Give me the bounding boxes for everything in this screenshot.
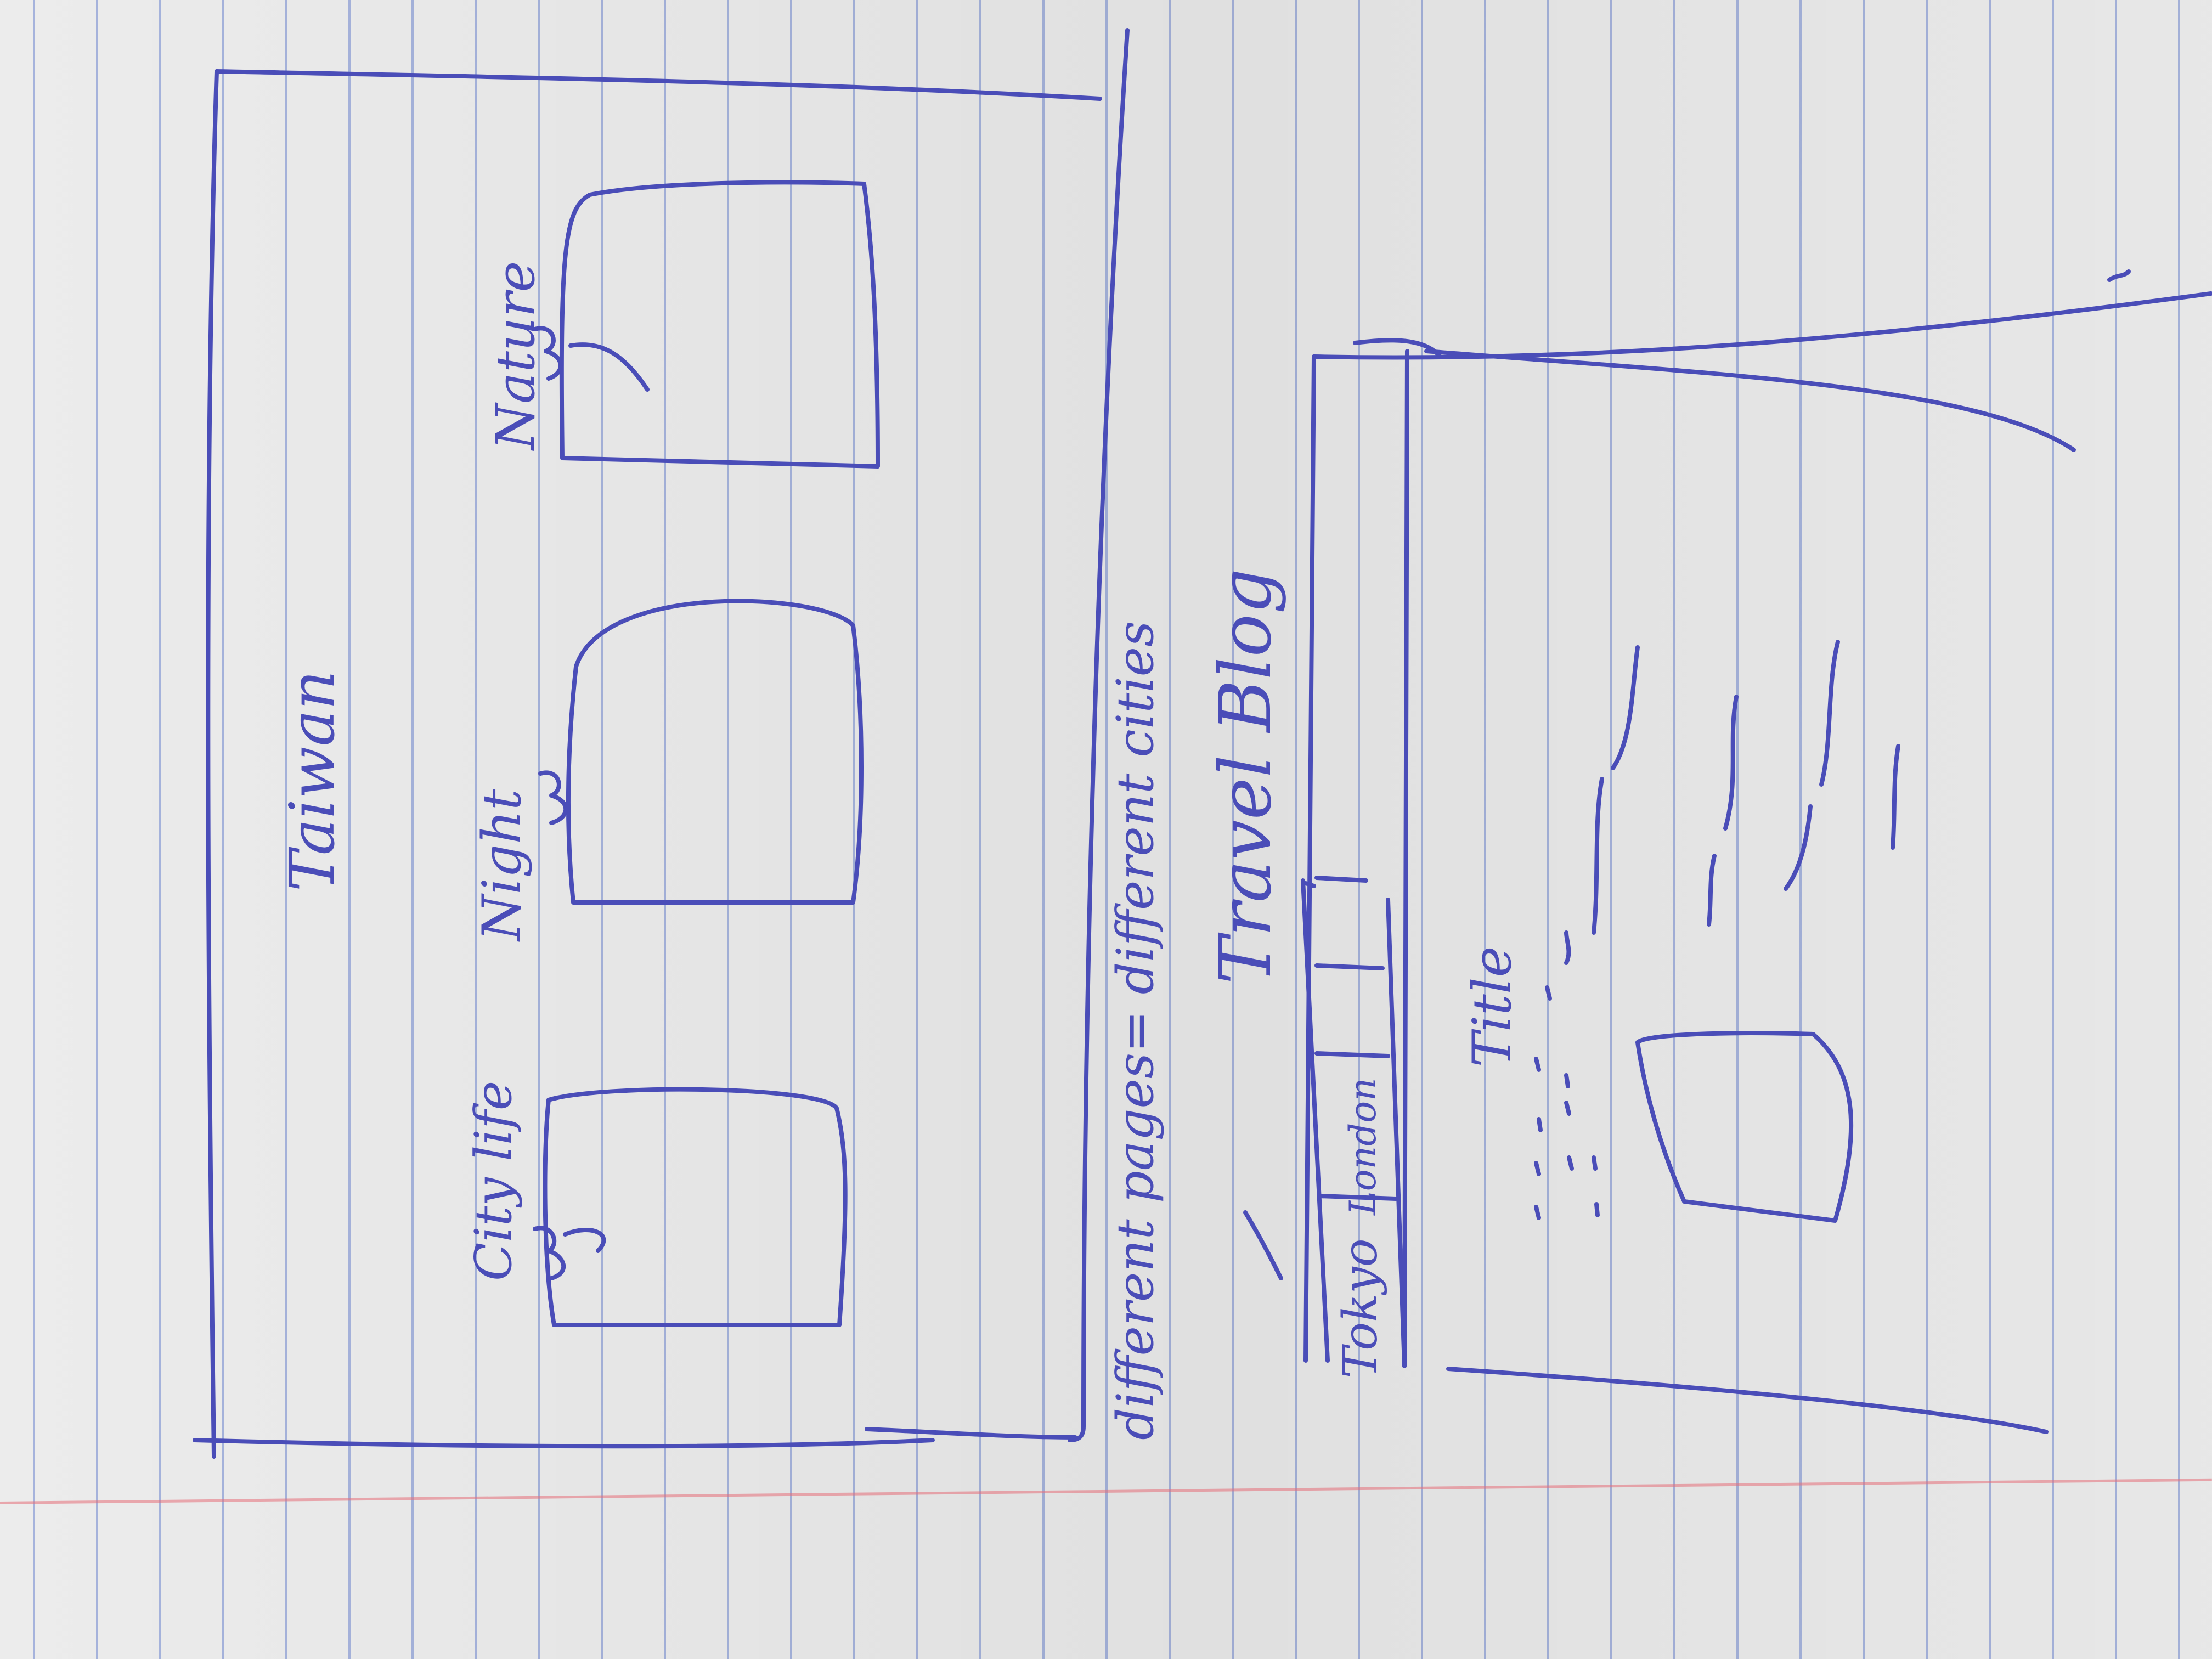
blog-frame-top-curve bbox=[1424, 349, 2076, 452]
night-image-box bbox=[566, 599, 864, 905]
city-life-label: City life bbox=[464, 1080, 523, 1281]
blog-frame-left bbox=[1304, 354, 1316, 1363]
text-squiggle-5 bbox=[1723, 695, 1739, 831]
tab-bar-bottom bbox=[1386, 898, 1407, 1368]
dash-column-1 bbox=[1534, 985, 1552, 1220]
corner-tick-mark bbox=[2107, 269, 2131, 282]
city-life-image-box bbox=[543, 1087, 848, 1327]
text-squiggle-7 bbox=[1819, 640, 1840, 787]
city-tabs-bar bbox=[1301, 876, 1407, 1368]
text-squiggle-4 bbox=[1707, 854, 1717, 927]
post-image-box bbox=[1635, 1031, 1854, 1223]
nature-connector bbox=[533, 326, 650, 392]
note-arrow-mark bbox=[1243, 1210, 1283, 1280]
tab-divider-2 bbox=[1314, 963, 1385, 970]
text-squiggle-6 bbox=[1784, 804, 1813, 891]
taiwan-page-frame bbox=[193, 28, 1130, 1459]
tab-divider-4 bbox=[1317, 1194, 1398, 1201]
nature-image-box bbox=[559, 180, 880, 469]
tab-london[interactable]: London bbox=[1342, 1077, 1384, 1215]
frame-right-edge bbox=[1068, 28, 1130, 1442]
night-label: Night bbox=[471, 789, 533, 941]
text-squiggle-3 bbox=[1611, 645, 1640, 770]
post-title-placeholder: Title bbox=[1462, 946, 1523, 1068]
taiwan-page-heading: Taiwan bbox=[277, 670, 348, 891]
travel-blog-page-frame bbox=[1304, 291, 2212, 1434]
frame-left-edge bbox=[206, 69, 219, 1459]
tab-divider-1 bbox=[1314, 876, 1368, 883]
frame-bottom-edge-left bbox=[193, 1438, 935, 1449]
blog-frame-bar-left bbox=[1402, 349, 1409, 1368]
dash-column-3 bbox=[1592, 1155, 1600, 1217]
travel-blog-title: Travel Blog bbox=[1204, 568, 1287, 985]
text-squiggle-1 bbox=[1564, 930, 1571, 965]
tab-tokyo[interactable]: Tokyo bbox=[1333, 1238, 1388, 1379]
nature-label: Nature bbox=[485, 261, 546, 450]
frame-bottom-edge-right bbox=[865, 1427, 1077, 1440]
tab-bar-top bbox=[1301, 878, 1330, 1363]
city-life-connector bbox=[533, 1226, 606, 1280]
tab-divider-3 bbox=[1314, 1051, 1390, 1058]
night-connector bbox=[538, 770, 568, 825]
frame-top-edge bbox=[215, 69, 1102, 101]
dashed-marks bbox=[1534, 985, 1600, 1220]
travel-underline-mark bbox=[1304, 881, 1316, 888]
blog-frame-top bbox=[1312, 291, 2212, 360]
blog-frame-corner bbox=[1353, 338, 1442, 359]
blog-frame-bottom bbox=[1446, 1367, 2049, 1434]
pages-cities-note: different pages= different cities bbox=[1106, 620, 1165, 1440]
post-text-placeholders bbox=[1564, 640, 1900, 965]
text-squiggle-2 bbox=[1592, 777, 1604, 935]
text-squiggle-8 bbox=[1891, 744, 1900, 850]
dash-column-2 bbox=[1564, 1073, 1574, 1171]
